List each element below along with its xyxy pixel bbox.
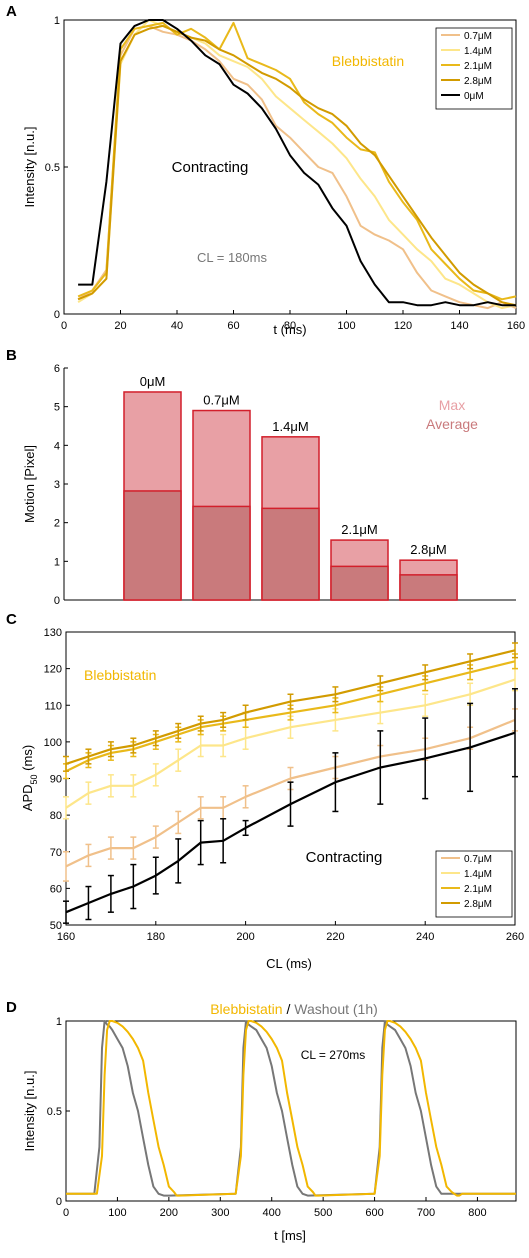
panel-a-x-tick-label: 40 [171,320,183,332]
panel-c-y-tick-label: 60 [50,883,62,895]
panel-a-x-tick-label: 120 [394,320,412,332]
panel-b-y-tick-label: 5 [54,402,60,414]
panel-d-y-tick-label: 1 [56,1016,62,1028]
panel-b-legend-average: Average [426,416,478,432]
panel-c-x-tick-label: 260 [506,931,524,943]
panel-a-y-label: Intensity [n.u.] [22,127,37,208]
panel-a-x-tick-label: 100 [337,320,355,332]
panel-c-y-tick-label: 110 [44,700,62,712]
panel-d-y-label: Intensity [n.u.] [22,1071,37,1152]
panel-letter-A: A [6,3,17,20]
panel-a-annotation-cl: CL = 180ms [197,250,267,265]
panel-c-y-tick-label: 90 [50,774,62,786]
panel-b-y-tick-label: 6 [54,363,60,375]
panel-a-series-2.8μM [77,24,517,307]
panel-letter-C: C [6,611,17,628]
panel-d-x-tick-label: 0 [63,1207,69,1219]
panel-b-category-label: 0.7μM [203,393,239,408]
panel-c-annotation-blebbistatin: Blebbistatin [84,667,156,683]
panel-a-legend-entry: 2.8μM [464,76,492,87]
panel-d-x-tick-label: 700 [417,1207,435,1219]
panel-c-series-2.8μM [65,649,516,765]
panel-b-bar-average [123,490,182,601]
panel-d-x-label: t [ms] [274,1228,306,1243]
panel-c-y-tick-label: 120 [44,664,62,676]
panel-c-x-tick-label: 180 [147,931,165,943]
panel-b-y-tick-label: 2 [54,518,60,530]
panel-b-bar-average [330,565,389,601]
panel-d-title: Blebbistatin / Washout (1h) [210,1001,378,1017]
panel-c-y-tick-label: 80 [50,810,62,822]
panel-a-x-tick-label: 0 [61,320,67,332]
panel-a-x-tick-label: 20 [114,320,126,332]
panel-a-x-tick-label: 60 [227,320,239,332]
panel-c-legend-entry: 0.7μM [464,854,492,865]
panel-letter-D: D [6,999,17,1016]
panel-c-y-label: APD50 (ms) [20,745,39,811]
panel-c-y-tick-label: 70 [50,847,62,859]
panel-c-x-label: CL (ms) [266,956,312,971]
panel-a-series-0.7μM [77,24,517,310]
panel-c-x-tick-label: 220 [326,931,344,943]
panel-d-x-tick-label: 200 [160,1207,178,1219]
panel-a-x-tick-label: 140 [450,320,468,332]
panel-b-y-tick-label: 0 [54,595,60,607]
panel-d-annotation-cl: CL = 270ms [301,1048,366,1062]
panel-b-bar-average [261,507,320,601]
panel-b-y-tick-label: 4 [54,440,60,452]
panel-b-category-label: 0μM [140,374,166,389]
panel-d-x-tick-label: 600 [365,1207,383,1219]
panel-a-annotation-blebbistatin: Blebbistatin [332,53,404,69]
panel-d-x-tick-label: 500 [314,1207,332,1219]
panel-c-annotation-contracting: Contracting [306,849,383,866]
panel-c-x-tick-label: 160 [57,931,75,943]
panel-d-y-tick-label: 0.5 [47,1106,62,1118]
panel-c-series-0μM [65,731,516,914]
panel-b-bar-average [192,505,251,601]
panel-a-legend-entry: 2.1μM [464,61,492,72]
panel-a-x-label: t (ms) [273,322,306,337]
panel-d-series-blebbistatin [66,1020,516,1197]
panel-d-series-washout [66,1020,516,1197]
panel-c-y-tick-label: 100 [44,737,62,749]
panel-c-x-tick-label: 200 [236,931,254,943]
panel-d-x-tick-label: 300 [211,1207,229,1219]
panel-c-legend-entry: 2.8μM [464,899,492,910]
panel-b-y-label: Motion [Pixel] [22,445,37,523]
panel-c-series-0.7μM [65,718,516,868]
panel-b-y-tick-label: 1 [54,556,60,568]
panel-b-category-label: 2.1μM [341,522,377,537]
panel-b-category-label: 2.8μM [410,542,446,557]
panel-c-legend-entry: 2.1μM [464,884,492,895]
panel-c-x-tick-label: 240 [416,931,434,943]
panel-a-x-tick-label: 160 [507,320,525,332]
panel-c-y-tick-label: 50 [50,920,62,932]
panel-a-legend-entry: 0μM [464,91,484,102]
panel-d-x-tick-label: 800 [468,1207,486,1219]
panel-a-legend-entry: 0.7μM [464,31,492,42]
panel-d-x-tick-label: 100 [108,1207,126,1219]
panel-letter-B: B [6,347,17,364]
panel-b-y-tick-label: 3 [54,479,60,491]
panel-b-category-label: 1.4μM [272,419,308,434]
panel-d-y-tick-label: 0 [56,1196,62,1208]
panel-a-y-tick-label: 0.5 [45,162,60,174]
panel-a-series-0μM [78,19,516,307]
panel-b-legend-max: Max [439,397,465,413]
panel-a-x-tick-label: 80 [284,320,296,332]
panel-c-series-1.4μM [65,678,516,809]
panel-c-y-tick-label: 130 [44,627,62,639]
panel-d-x-tick-label: 400 [263,1207,281,1219]
panel-a-legend-entry: 1.4μM [464,46,492,57]
panel-c-legend-box [435,850,513,918]
panel-a-y-tick-label: 1 [54,15,60,27]
panel-c-legend-entry: 1.4μM [464,869,492,880]
panel-b-bar-average [399,574,458,601]
panel-a-series-2.1μM [77,21,517,301]
panel-a-annotation-contracting: Contracting [172,159,249,176]
panel-a-y-tick-label: 0 [54,309,60,321]
